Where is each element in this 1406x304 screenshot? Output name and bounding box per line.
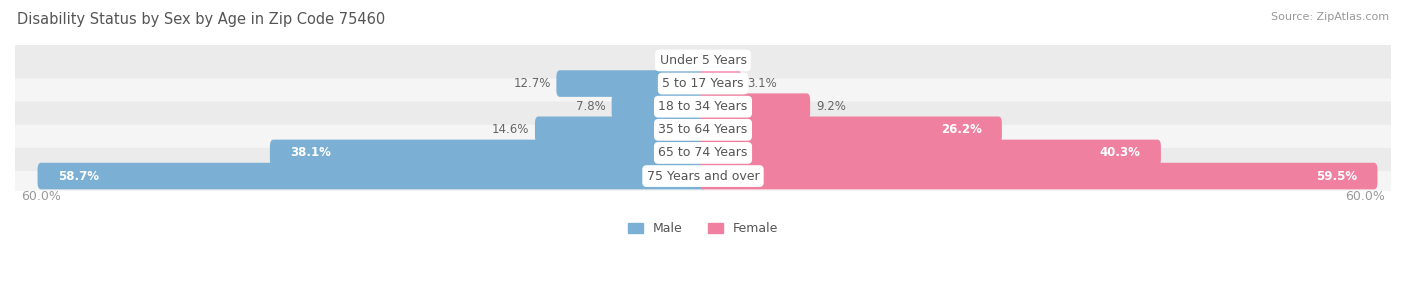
Text: 60.0%: 60.0% (21, 190, 60, 203)
FancyBboxPatch shape (38, 163, 706, 189)
Text: 65 to 74 Years: 65 to 74 Years (658, 147, 748, 159)
Text: 60.0%: 60.0% (1346, 190, 1385, 203)
Text: 26.2%: 26.2% (941, 123, 981, 136)
FancyBboxPatch shape (11, 158, 1395, 194)
Text: 35 to 64 Years: 35 to 64 Years (658, 123, 748, 136)
Text: 40.3%: 40.3% (1099, 147, 1140, 159)
FancyBboxPatch shape (557, 70, 706, 97)
FancyBboxPatch shape (700, 163, 1378, 189)
FancyBboxPatch shape (612, 93, 706, 120)
Text: 75 Years and over: 75 Years and over (647, 170, 759, 183)
Text: Under 5 Years: Under 5 Years (659, 54, 747, 67)
FancyBboxPatch shape (700, 116, 1002, 143)
FancyBboxPatch shape (11, 66, 1395, 102)
FancyBboxPatch shape (270, 140, 706, 166)
Text: 12.7%: 12.7% (513, 77, 551, 90)
FancyBboxPatch shape (11, 42, 1395, 78)
FancyBboxPatch shape (700, 93, 810, 120)
Text: 5 to 17 Years: 5 to 17 Years (662, 77, 744, 90)
Text: 18 to 34 Years: 18 to 34 Years (658, 100, 748, 113)
FancyBboxPatch shape (700, 140, 1161, 166)
Text: Source: ZipAtlas.com: Source: ZipAtlas.com (1271, 12, 1389, 22)
Text: 0.0%: 0.0% (662, 54, 692, 67)
Text: 14.6%: 14.6% (492, 123, 529, 136)
FancyBboxPatch shape (11, 135, 1395, 171)
FancyBboxPatch shape (11, 112, 1395, 148)
Text: 7.8%: 7.8% (576, 100, 606, 113)
Text: 9.2%: 9.2% (815, 100, 845, 113)
Text: Disability Status by Sex by Age in Zip Code 75460: Disability Status by Sex by Age in Zip C… (17, 12, 385, 27)
FancyBboxPatch shape (534, 116, 706, 143)
Legend: Male, Female: Male, Female (623, 217, 783, 240)
FancyBboxPatch shape (11, 89, 1395, 125)
Text: 59.5%: 59.5% (1316, 170, 1357, 183)
Text: 38.1%: 38.1% (290, 147, 330, 159)
FancyBboxPatch shape (700, 70, 741, 97)
Text: 3.1%: 3.1% (747, 77, 776, 90)
Text: 0.0%: 0.0% (714, 54, 744, 67)
Text: 58.7%: 58.7% (58, 170, 98, 183)
